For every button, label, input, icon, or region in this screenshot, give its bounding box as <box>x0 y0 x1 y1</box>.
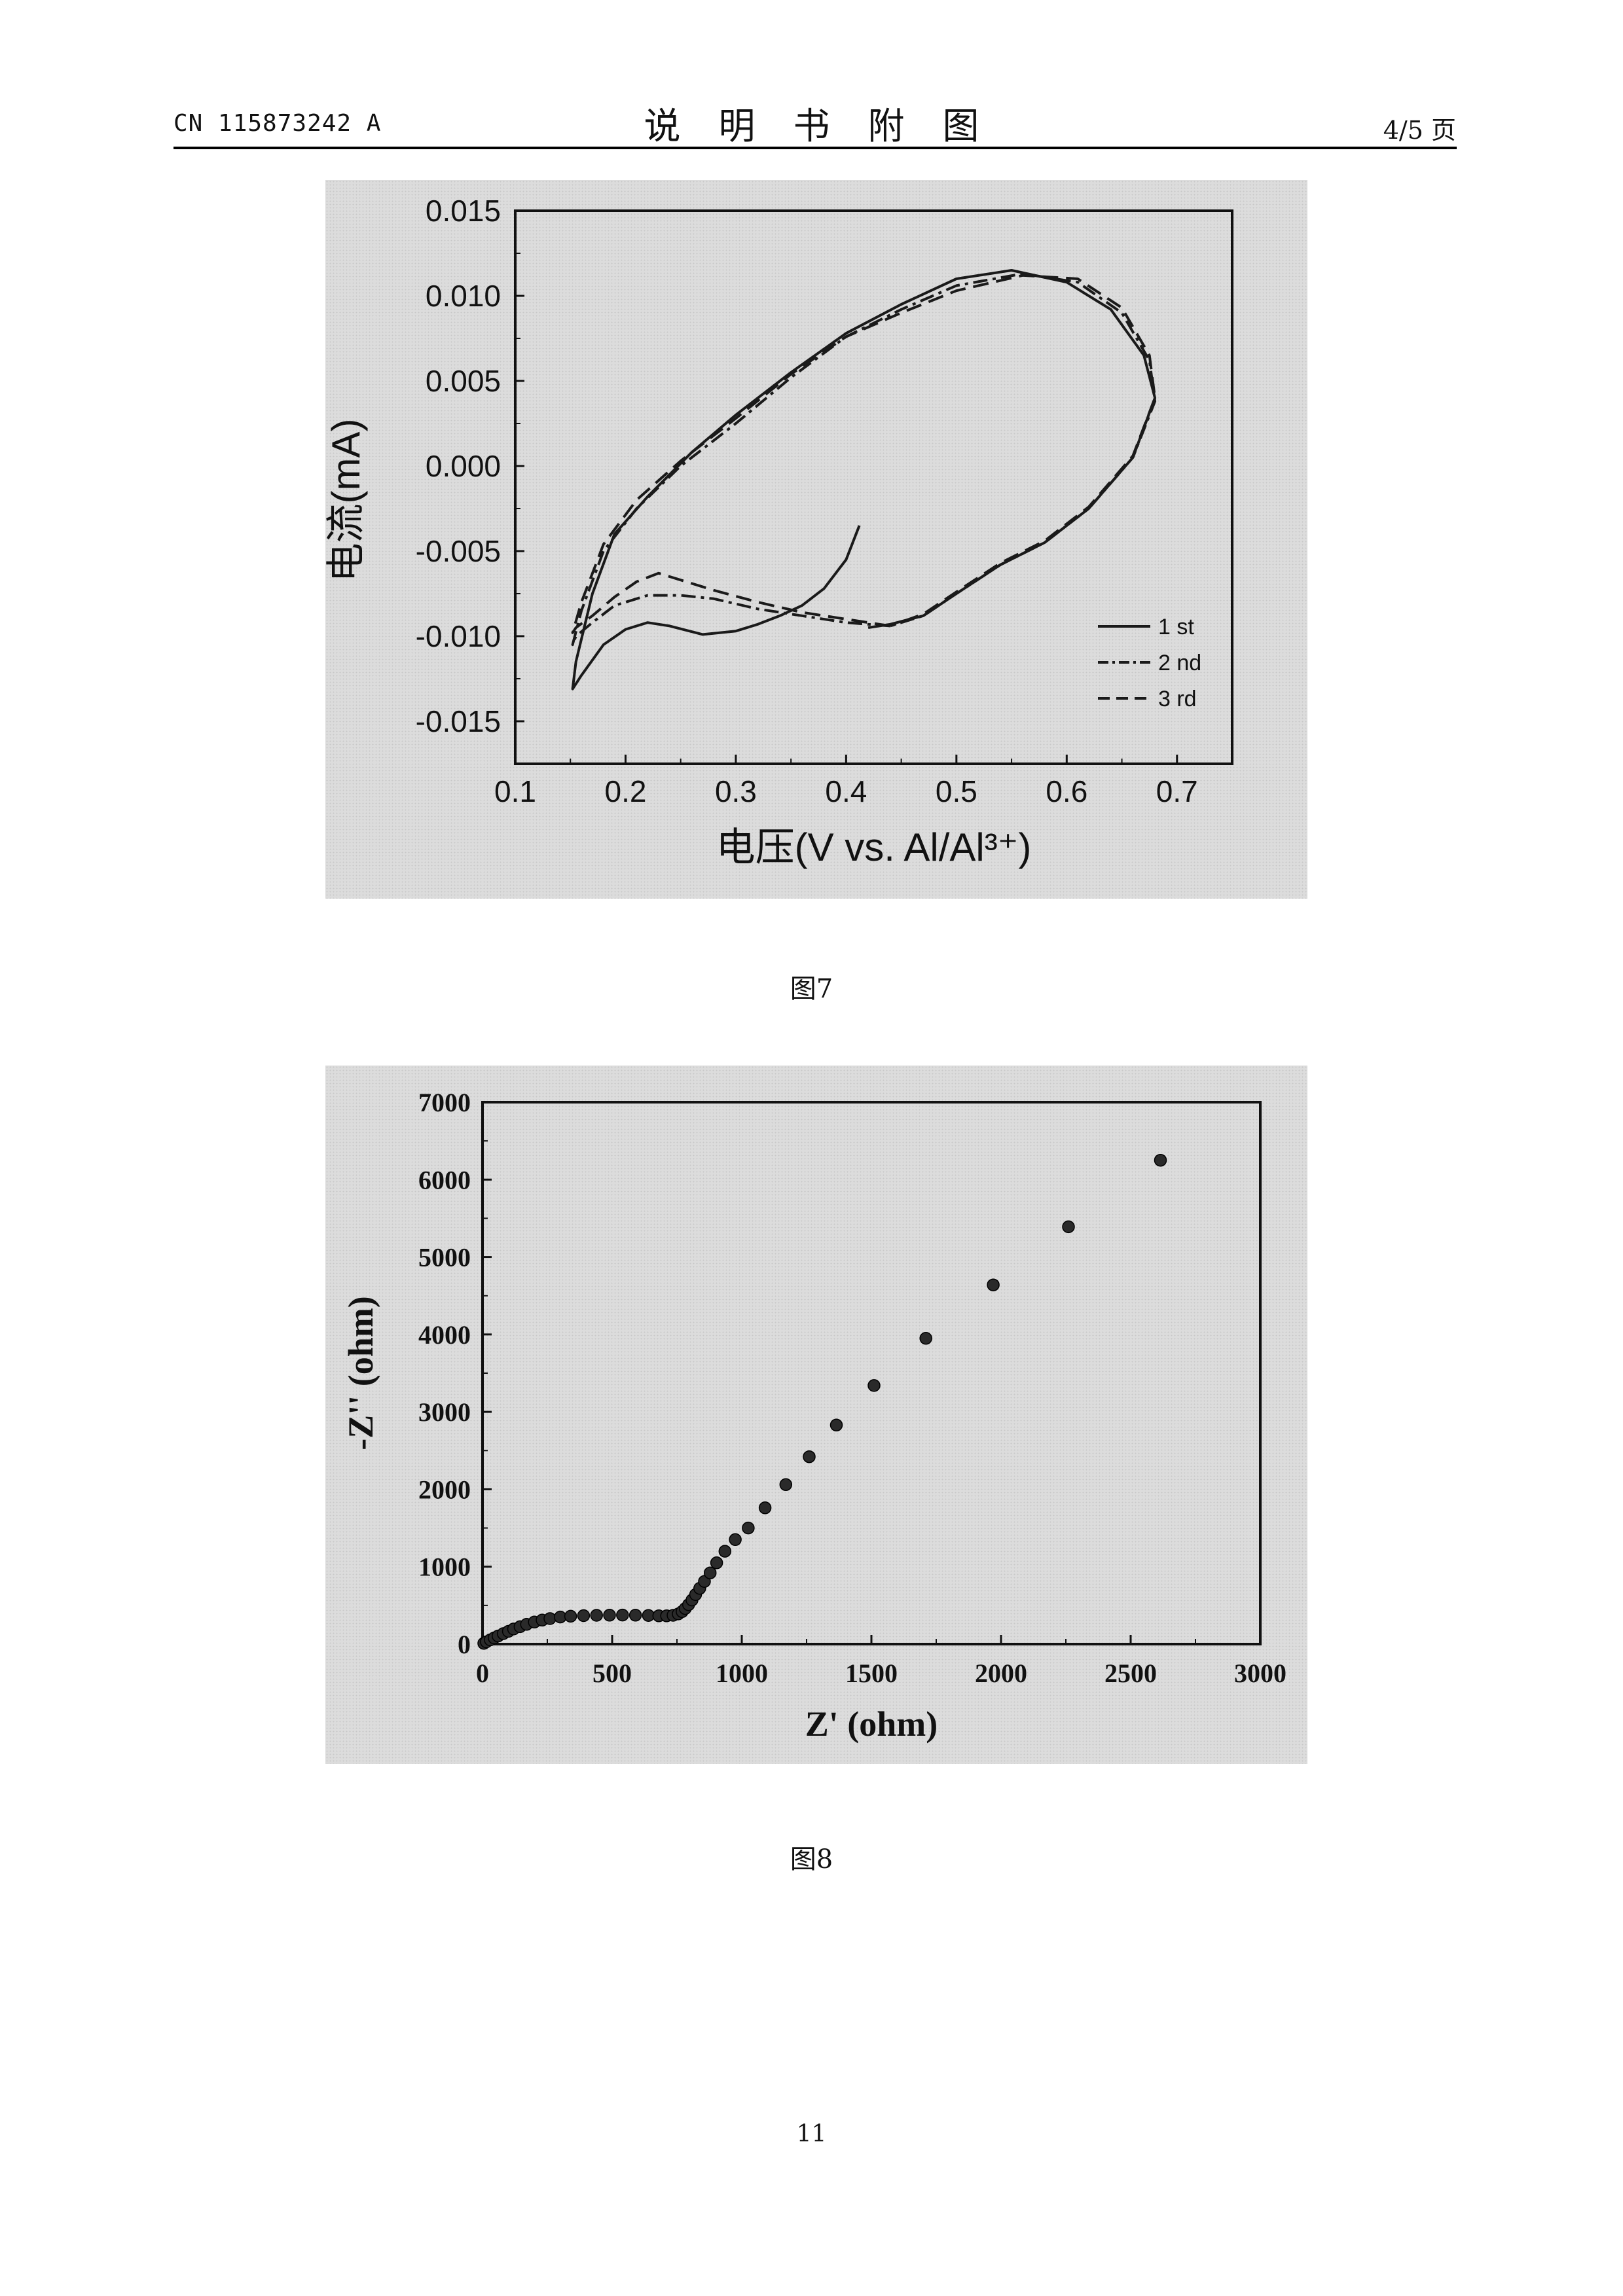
x-tick-label: 3000 <box>1234 1659 1286 1688</box>
patent-number: CN 115873242 A <box>173 110 382 137</box>
plot-frame <box>514 209 1233 765</box>
x-tick-label: 1000 <box>716 1659 768 1688</box>
data-point <box>779 1478 793 1492</box>
series-line-2 <box>571 272 1157 646</box>
y-tick-label: 5000 <box>418 1243 471 1272</box>
legend-label: 2 nd <box>1158 651 1201 675</box>
data-point <box>742 1521 755 1535</box>
figure-7-panel: 0.1 0.2 0.3 0.4 0.5 0.6 0.7 0.015 0.010 0.005 0.00… <box>324 180 1307 899</box>
x-tick-label: 0.7 <box>1156 774 1198 808</box>
y-tick-label: 7000 <box>418 1088 471 1117</box>
data-point <box>919 1332 932 1345</box>
x-tick-label: 2500 <box>1104 1659 1157 1688</box>
y-tick-label: 2000 <box>418 1475 471 1504</box>
y-tick-label: 0.005 <box>426 364 501 398</box>
data-point <box>577 1609 591 1623</box>
data-point <box>703 1566 717 1579</box>
data-point <box>603 1609 616 1622</box>
y-tick-label: -0.005 <box>416 534 501 568</box>
x-tick-label: 2000 <box>975 1659 1027 1688</box>
x-axis-label: 电压(V vs. Al/Al³⁺) <box>716 825 1032 869</box>
data-point <box>1062 1220 1075 1234</box>
x-tick-label: 0.3 <box>715 774 757 808</box>
page-number: 11 <box>796 2121 827 2147</box>
data-point <box>803 1450 816 1463</box>
eis-chart: 0 500 1000 1500 2000 2500 3000 0 1000 2000 3000 400… <box>341 1088 1286 1744</box>
x-tick-label: 0.2 <box>604 774 646 808</box>
figure-8-caption: 图8 <box>790 1844 833 1874</box>
x-tick-label: 1500 <box>845 1659 898 1688</box>
data-point <box>543 1612 556 1625</box>
y-axis-label: -Z'' (ohm) <box>341 1296 380 1450</box>
y-axis-label: 电流(mA) <box>324 419 368 583</box>
series-line-3 <box>571 274 1157 634</box>
x-tick-label: 0.6 <box>1046 774 1087 808</box>
data-point <box>564 1609 577 1623</box>
x-tick-label: 500 <box>593 1659 632 1688</box>
y-tick-label: 0 <box>458 1630 471 1659</box>
data-point <box>590 1609 603 1622</box>
cv-chart: 0.1 0.2 0.3 0.4 0.5 0.6 0.7 0.015 0.010 0.005 0.00… <box>324 194 1233 869</box>
x-tick-label: 0.4 <box>825 774 867 808</box>
data-point <box>1154 1153 1167 1167</box>
header-rule <box>173 147 1457 149</box>
y-tick-label: 0.015 <box>426 194 501 228</box>
y-tick-label: 6000 <box>418 1165 471 1194</box>
y-tick-label: 1000 <box>418 1552 471 1582</box>
y-tick-label: -0.015 <box>416 704 501 738</box>
data-point <box>629 1609 642 1622</box>
data-point <box>867 1379 881 1392</box>
data-point <box>616 1608 629 1622</box>
data-point <box>729 1533 742 1547</box>
y-tick-label: 0.010 <box>426 279 501 313</box>
y-tick-label: -0.010 <box>416 619 501 653</box>
x-tick-label: 0.5 <box>936 774 977 808</box>
data-point <box>718 1545 732 1558</box>
y-tick-label: 4000 <box>418 1320 471 1350</box>
x-tick-label: 0.1 <box>494 774 536 808</box>
data-point <box>758 1501 772 1515</box>
x-axis-label: Z' (ohm) <box>805 1704 938 1744</box>
x-tick-label: 0 <box>476 1659 489 1688</box>
data-point <box>830 1418 843 1432</box>
page-count: 4/5 页 <box>1383 116 1456 145</box>
y-tick-label: 0.000 <box>426 449 501 483</box>
figure-8-panel: 0 500 1000 1500 2000 2500 3000 0 1000 2000 3000 400… <box>325 1066 1307 1764</box>
plot-frame <box>481 1101 1262 1645</box>
legend-label: 1 st <box>1158 615 1194 639</box>
y-tick-label: 3000 <box>418 1397 471 1427</box>
section-title: 说明书附图 <box>644 105 1017 148</box>
data-point <box>987 1278 1000 1291</box>
legend-label: 3 rd <box>1158 687 1197 711</box>
data-point <box>710 1556 723 1570</box>
figure-7-caption: 图7 <box>790 974 833 1004</box>
